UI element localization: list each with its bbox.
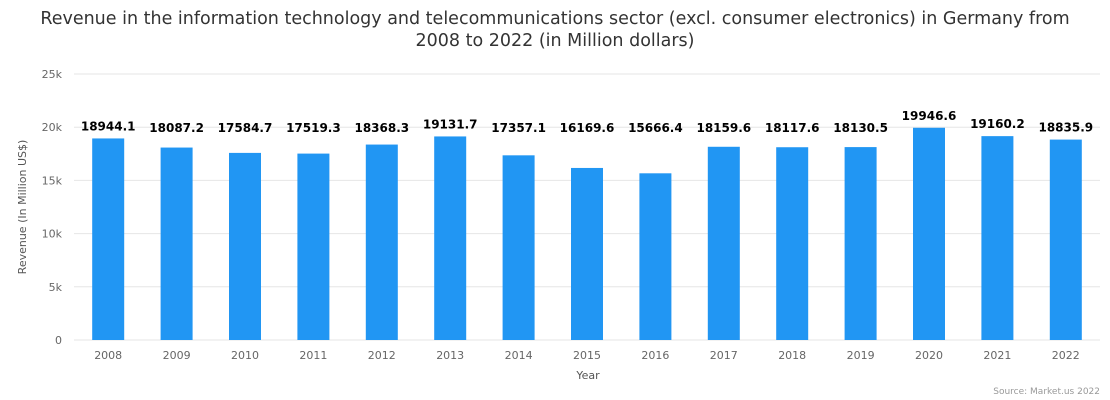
data-label: 18117.6	[765, 121, 820, 135]
y-tick-label: 0	[55, 334, 62, 347]
y-tick-label: 10k	[42, 228, 63, 241]
y-tick-label: 15k	[42, 174, 63, 187]
x-axis-title: Year	[575, 369, 600, 382]
bar	[160, 147, 193, 340]
y-axis-title: Revenue (In Million US$)	[16, 140, 29, 275]
bar	[1049, 139, 1082, 340]
x-tick-label: 2019	[847, 349, 875, 362]
bar	[502, 155, 535, 340]
bar	[297, 153, 330, 340]
y-axis-ticks: 0 5k 10k 15k 20k 25k	[42, 68, 63, 347]
bar	[229, 152, 261, 340]
y-tick-label: 25k	[42, 68, 63, 81]
x-tick-label: 2018	[778, 349, 806, 362]
x-tick-label: 2008	[94, 349, 122, 362]
bar	[365, 144, 398, 340]
bar	[434, 136, 467, 340]
chart-title: Revenue in the information technology an…	[40, 9, 1070, 51]
y-tick-label: 5k	[49, 281, 63, 294]
bar	[571, 167, 603, 340]
x-tick-label: 2022	[1052, 349, 1080, 362]
bars	[92, 127, 1082, 340]
data-label: 19131.7	[423, 117, 478, 131]
x-tick-label: 2010	[231, 349, 259, 362]
data-label: 18835.9	[1038, 121, 1093, 135]
source-note: Source: Market.us 2022	[993, 387, 1100, 397]
data-label: 18368.3	[354, 121, 409, 135]
bar	[639, 173, 672, 340]
x-tick-label: 2021	[983, 349, 1011, 362]
bar	[844, 147, 877, 340]
data-label: 18087.2	[149, 121, 204, 135]
data-label: 18130.5	[833, 121, 888, 135]
x-tick-label: 2015	[573, 349, 601, 362]
data-label: 17519.3	[286, 121, 341, 135]
data-label: 19946.6	[902, 109, 957, 123]
x-axis-ticks: 2008 2009 2010 2011 2012 2013 2014 2015 2016 2017…	[94, 349, 1080, 362]
x-tick-label: 2012	[368, 349, 396, 362]
x-tick-label: 2020	[915, 349, 943, 362]
data-labels: 18944.1 18087.2 17584.7 17519.3 18368.3 19131…	[81, 109, 1093, 135]
x-tick-label: 2016	[641, 349, 669, 362]
data-label: 18159.6	[696, 121, 751, 135]
bar	[776, 147, 809, 340]
bar	[913, 127, 945, 340]
data-label: 17584.7	[218, 121, 273, 135]
data-label: 19160.2	[970, 117, 1025, 131]
data-label: 18944.1	[81, 119, 136, 133]
y-tick-label: 20k	[42, 121, 63, 134]
x-tick-label: 2014	[505, 349, 533, 362]
bar	[981, 136, 1014, 340]
bar	[707, 146, 740, 340]
data-label: 15666.4	[628, 121, 683, 135]
bar	[92, 138, 125, 340]
x-tick-label: 2017	[710, 349, 738, 362]
data-label: 17357.1	[491, 121, 546, 135]
x-tick-label: 2009	[163, 349, 191, 362]
data-label: 16169.6	[560, 121, 615, 135]
x-tick-label: 2013	[436, 349, 464, 362]
x-tick-label: 2011	[299, 349, 327, 362]
